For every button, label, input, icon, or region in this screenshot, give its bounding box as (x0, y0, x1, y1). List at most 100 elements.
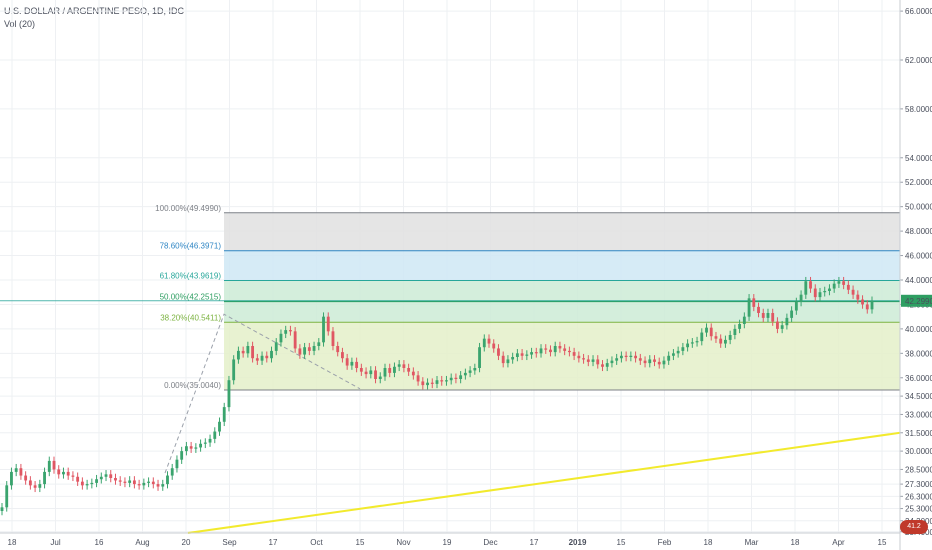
candle-body (359, 368, 363, 372)
y-tick-label: 46.0000 (905, 252, 932, 261)
candle-body (137, 484, 141, 486)
y-tick-label: 31.5000 (905, 429, 932, 438)
fib-level-label: 38.20%(40.5411) (160, 313, 221, 322)
candle-body (62, 471, 65, 475)
candle-body (189, 446, 193, 449)
trendline[interactable] (187, 431, 901, 534)
candle-body (307, 347, 311, 351)
candle-body (71, 475, 75, 477)
candle-body (582, 358, 585, 360)
candle-body (66, 471, 70, 476)
candle-body (742, 316, 746, 324)
x-tick-label: Jul (50, 538, 60, 547)
x-tick-label: 18 (791, 538, 800, 547)
candle-body (232, 359, 236, 381)
fib-level-label: 0.00%(35.0040) (164, 381, 221, 390)
candle-body (553, 346, 557, 353)
candle-body (558, 346, 562, 349)
fib-zone (224, 301, 900, 323)
candle-body (515, 353, 519, 357)
candle-body (577, 355, 581, 359)
x-tick-label: 15 (617, 538, 626, 547)
candle-body (227, 380, 231, 408)
candle-body (99, 476, 103, 480)
candle-body (752, 298, 756, 307)
y-tick-label: 38.0000 (905, 349, 932, 358)
x-tick-label: 17 (269, 538, 278, 547)
candle-body (47, 460, 51, 472)
candle-body (601, 364, 604, 367)
candle-body (837, 281, 841, 284)
candle-body (426, 382, 429, 386)
candle-body (813, 288, 817, 298)
candle-body (676, 350, 680, 354)
candle-body (383, 368, 387, 377)
candle-body (681, 347, 685, 351)
candle-body (407, 368, 411, 372)
candle-body (104, 474, 108, 477)
candle-body (506, 359, 510, 364)
fib-level-label: 78.60%(46.3971) (160, 242, 222, 251)
y-tick-label: 27.3000 (905, 480, 932, 489)
candle-body (80, 481, 84, 486)
candle-body (142, 482, 146, 486)
candle-body (818, 292, 822, 298)
x-tick-label: 19 (443, 538, 452, 547)
candle-body (534, 352, 538, 354)
candle-body (662, 360, 666, 365)
candle-body (128, 480, 132, 483)
candle-body (397, 364, 401, 367)
candle-body (222, 407, 226, 422)
candle-body (563, 348, 567, 351)
fib-zone (224, 280, 900, 302)
price-tag-bg (901, 294, 932, 307)
candle-body (184, 446, 188, 452)
candle-body (648, 359, 652, 364)
candle-body (766, 313, 770, 318)
x-tick-label: 18 (704, 538, 713, 547)
candle-body (487, 338, 491, 344)
y-tick-label: 50.0000 (905, 203, 932, 212)
candle-body (246, 346, 250, 354)
candle-body (794, 302, 798, 311)
x-tick-label: Apr (832, 538, 845, 547)
flag-badge: 41.2 (900, 520, 928, 534)
candle-body (52, 460, 56, 470)
candle-body (842, 281, 846, 285)
fib-level-label: 61.80%(43.9619) (160, 271, 222, 280)
candle-body (38, 484, 42, 488)
candle-body (695, 341, 699, 343)
x-tick-label: 16 (95, 538, 104, 547)
candle-body (151, 481, 155, 485)
candle-body (624, 355, 628, 357)
candle-body (132, 480, 136, 485)
candle-body (459, 375, 463, 379)
y-tick-label: 62.0000 (905, 56, 932, 65)
fib-zone (224, 250, 900, 281)
candle-body (671, 353, 675, 356)
candle-body (255, 358, 259, 361)
y-tick-label: 54.0000 (905, 154, 932, 163)
candle-body (322, 316, 325, 343)
candle-body (809, 281, 812, 289)
candle-body (175, 459, 179, 469)
y-tick-label: 52.0000 (905, 178, 932, 187)
candle-body (449, 377, 453, 381)
candle-body (525, 354, 529, 356)
candle-body (388, 368, 392, 373)
candle-body (203, 442, 207, 444)
candle-body (733, 328, 737, 335)
candle-body (705, 327, 708, 333)
candle-body (728, 335, 732, 340)
candle-body (24, 475, 28, 481)
x-tick-label: 2019 (569, 538, 587, 547)
candle-body (724, 339, 727, 344)
candle-body (440, 380, 444, 382)
candle-body (213, 431, 217, 439)
candle-body (156, 484, 160, 487)
candle-body (653, 359, 656, 362)
x-tick-label: 18 (8, 538, 17, 547)
candle-body (303, 347, 307, 355)
x-tick-label: 15 (878, 538, 887, 547)
